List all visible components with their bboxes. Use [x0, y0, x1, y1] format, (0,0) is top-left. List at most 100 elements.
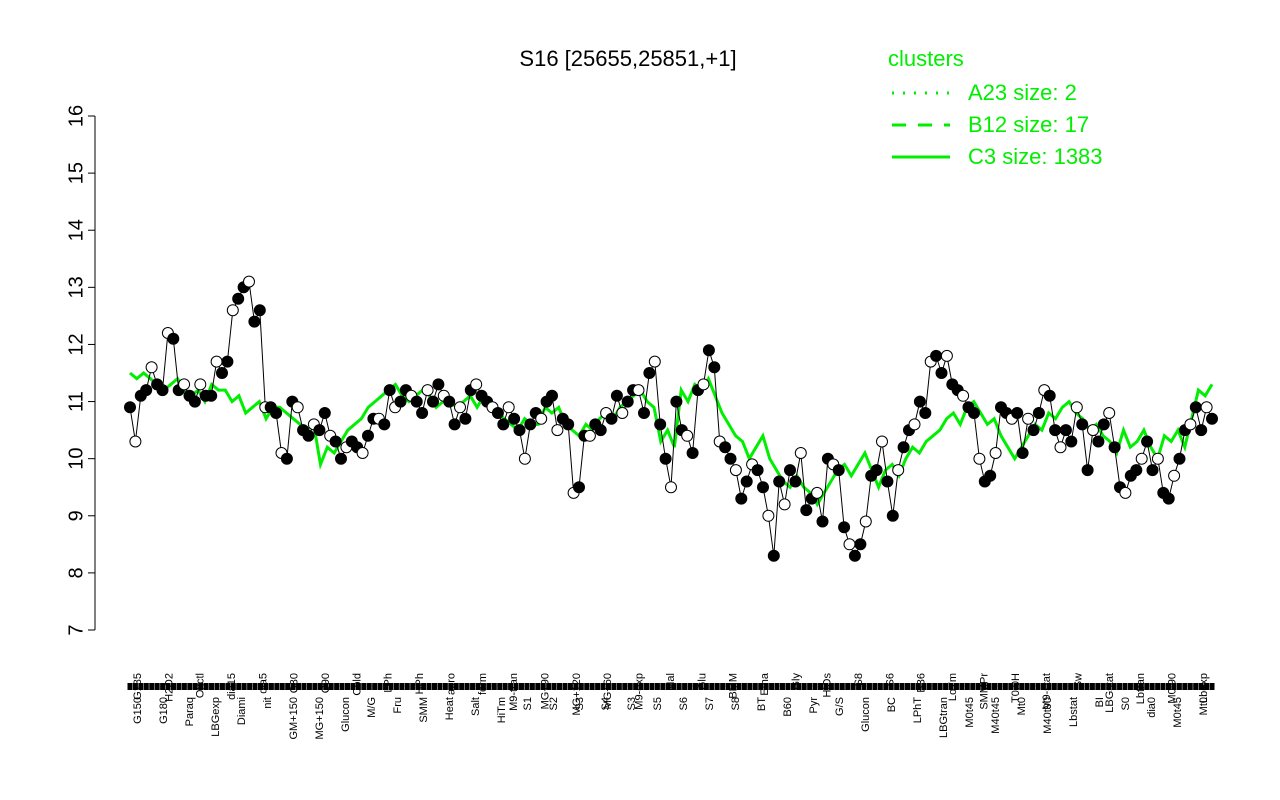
data-point	[616, 407, 629, 419]
x-tick-bottom-label: S5	[652, 697, 664, 710]
x-tick-bottom-label: M0t45	[1172, 697, 1184, 728]
data-point	[583, 429, 596, 442]
x-tick-mark	[899, 683, 905, 690]
x-tick-mark	[383, 683, 389, 690]
x-tick-mark	[1046, 683, 1052, 690]
data-point	[632, 384, 645, 397]
x-tick-mark	[1204, 683, 1210, 690]
data-point	[784, 464, 796, 477]
x-tick-mark	[323, 683, 329, 690]
x-tick-top-label: Lbtran	[1135, 673, 1147, 704]
data-point	[670, 395, 683, 408]
x-tick-bottom-label: LBGtran	[938, 697, 950, 738]
x-tick-mark	[616, 683, 622, 690]
data-point	[448, 418, 461, 431]
data-point	[811, 486, 824, 499]
x-tick-mark	[1079, 683, 1085, 690]
data-point	[1103, 407, 1116, 419]
x-tick-mark	[790, 683, 796, 690]
x-tick-mark	[752, 683, 758, 690]
data-point	[1016, 447, 1029, 459]
data-point	[789, 475, 802, 488]
data-point	[232, 292, 245, 305]
x-tick-mark	[247, 683, 253, 690]
x-tick-bottom-label: M40t45	[990, 697, 1002, 734]
x-tick-mark	[845, 683, 851, 690]
x-tick-mark	[132, 683, 138, 690]
x-tick-top-label: C90	[320, 673, 332, 693]
data-point	[1097, 418, 1110, 431]
x-tick-mark	[138, 683, 144, 690]
y-tick-label: 13	[65, 276, 87, 298]
y-axis: 7 8 9 10 11 12 13 14 15 16	[65, 105, 96, 636]
x-tick-bottom-label: Paraq	[184, 697, 196, 726]
x-tick-mark	[198, 683, 204, 690]
data-point	[221, 355, 234, 368]
x-tick-mark	[535, 683, 541, 690]
data-point	[1022, 412, 1035, 425]
x-tick-mark	[1149, 683, 1155, 690]
x-tick-bottom-label: Pyr	[808, 697, 820, 714]
data-point	[318, 407, 331, 419]
x-tick-bottom-label: S3	[626, 697, 638, 710]
data-point	[957, 389, 970, 402]
x-tick-bottom-label: M/G	[366, 697, 378, 718]
x-tick-top-label: Oxctl	[195, 673, 207, 698]
x-tick-mark	[910, 683, 916, 690]
data-point	[421, 384, 434, 397]
data-point	[870, 464, 883, 477]
x-tick-mark	[149, 683, 155, 690]
data-point	[621, 395, 634, 408]
x-tick-mark	[306, 683, 312, 690]
x-tick-mark	[1176, 683, 1182, 690]
x-tick-mark	[828, 683, 834, 690]
x-tick-bottom-label: G180	[158, 697, 170, 724]
x-tick-bottom-label: B60	[782, 697, 794, 717]
x-tick-bottom-label: S7	[704, 697, 716, 710]
data-point	[989, 447, 1002, 459]
data-point	[1119, 486, 1132, 499]
legend-label-c3: C3 size: 1383	[968, 144, 1103, 169]
x-tick-mark	[627, 683, 633, 690]
x-tick-mark	[214, 683, 220, 690]
x-tick-mark	[888, 683, 894, 690]
x-tick-mark	[578, 683, 584, 690]
data-point	[394, 395, 407, 408]
x-tick-mark	[725, 683, 731, 690]
data-point	[848, 549, 861, 562]
data-point	[800, 504, 813, 517]
x-tick-mark	[932, 683, 938, 690]
x-tick-mark	[1198, 683, 1204, 690]
x-tick-bottom-label: S4	[600, 697, 612, 710]
x-tick-mark	[692, 683, 698, 690]
x-tick-mark	[731, 683, 737, 690]
x-tick-bottom-label: dia0	[1146, 697, 1158, 718]
x-tick-mark	[285, 683, 291, 690]
x-tick-bottom-label: HiTm	[496, 697, 508, 723]
x-tick-mark	[801, 683, 807, 690]
x-tick-bottom-label: S0	[1120, 697, 1132, 710]
x-tick-bottom-label: Diami	[236, 697, 248, 725]
chart-title: S16 [25655,25851,+1]	[519, 46, 736, 71]
y-tick-label: 15	[65, 162, 87, 184]
x-tick-mark	[209, 683, 215, 690]
x-tick-mark	[1019, 683, 1025, 690]
data-point	[767, 549, 780, 562]
x-tick-mark	[165, 683, 171, 690]
data-point	[329, 435, 342, 448]
x-tick-bottom-label: Heat	[444, 697, 456, 720]
data-point	[140, 384, 153, 397]
x-tick-mark	[268, 683, 274, 690]
x-tick-top-label: M9-stat	[1041, 673, 1053, 710]
x-tick-bottom-label: Mt0	[1016, 697, 1028, 715]
x-tick-mark	[1068, 683, 1074, 690]
x-tick-bottom-label: nit	[262, 697, 274, 709]
x-tick-mark	[1127, 683, 1133, 690]
x-tick-mark	[975, 683, 981, 690]
x-tick-mark	[453, 683, 459, 690]
x-tick-top-label: Glu	[696, 673, 708, 690]
x-tick-mark	[992, 683, 998, 690]
x-tick-mark	[1057, 683, 1063, 690]
x-tick-mark	[584, 683, 590, 690]
x-tick-mark	[1144, 683, 1150, 690]
